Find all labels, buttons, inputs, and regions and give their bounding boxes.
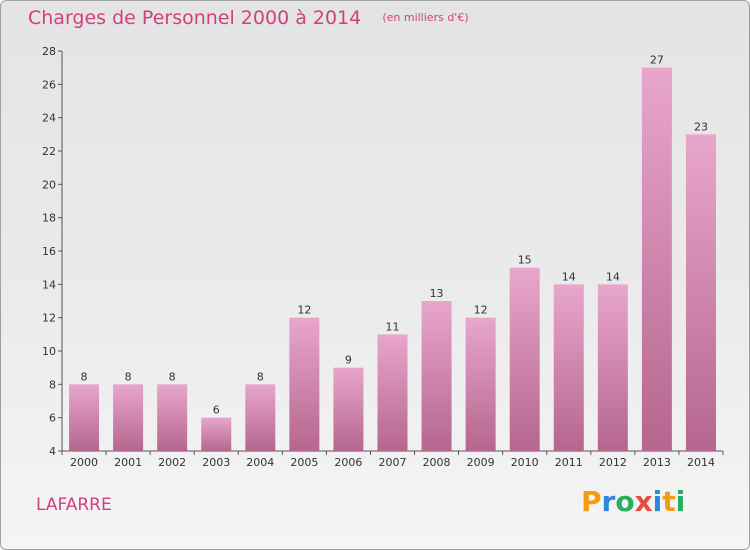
data-label: 8 xyxy=(125,370,132,383)
proxiti-logo[interactable]: Proxiti xyxy=(581,485,685,518)
data-label: 9 xyxy=(345,354,352,367)
x-tick-label: 2004 xyxy=(246,456,274,469)
y-tick-label: 6 xyxy=(49,412,56,425)
bar xyxy=(465,317,496,451)
bars xyxy=(69,67,716,452)
bar xyxy=(289,317,320,451)
data-label: 11 xyxy=(386,320,400,333)
data-labels: 8 8 8 6 8 12 9 11 13 12 15 14 14 27 23 xyxy=(81,54,708,417)
bar xyxy=(597,284,628,451)
logo-letter: o xyxy=(615,485,635,518)
y-tick-label: 8 xyxy=(49,378,56,391)
logo-letter: P xyxy=(581,485,602,518)
y-tick-label: 24 xyxy=(42,112,56,125)
data-label: 12 xyxy=(474,304,488,317)
title-row: Charges de Personnel 2000 à 2014 (en mil… xyxy=(28,7,469,29)
y-axis: 4 6 8 10 12 14 16 18 20 22 24 26 28 xyxy=(42,45,63,458)
data-label: 8 xyxy=(81,370,88,383)
logo-letter: x xyxy=(634,485,653,518)
bar xyxy=(69,384,100,451)
x-tick-label: 2001 xyxy=(114,456,142,469)
data-label: 13 xyxy=(430,287,444,300)
x-tick-label: 2012 xyxy=(599,456,627,469)
x-tick-label: 2013 xyxy=(643,456,671,469)
commune-name: LAFARRE xyxy=(36,495,112,515)
data-label: 8 xyxy=(169,370,176,383)
data-label: 15 xyxy=(518,254,532,267)
y-tick-label: 4 xyxy=(49,445,56,458)
x-tick-label: 2000 xyxy=(70,456,98,469)
data-label: 14 xyxy=(606,270,620,283)
bar xyxy=(509,267,540,451)
x-tick-label: 2011 xyxy=(555,456,583,469)
data-label: 27 xyxy=(650,54,664,67)
bar xyxy=(157,384,188,451)
bar xyxy=(377,334,408,451)
bar xyxy=(333,367,364,451)
logo-letter: i xyxy=(652,485,663,518)
x-tick-label: 2007 xyxy=(379,456,407,469)
bar xyxy=(201,417,232,451)
chart-subtitle: (en milliers d'€) xyxy=(382,11,469,24)
bar xyxy=(553,284,584,451)
y-tick-label: 18 xyxy=(42,212,56,225)
chart-title: Charges de Personnel 2000 à 2014 xyxy=(28,7,362,29)
bar xyxy=(113,384,144,451)
x-tick-label: 2008 xyxy=(423,456,451,469)
bar xyxy=(641,67,672,452)
y-tick-label: 12 xyxy=(42,312,56,325)
y-tick-label: 22 xyxy=(42,145,56,158)
data-label: 6 xyxy=(213,404,220,417)
data-label: 12 xyxy=(297,304,311,317)
y-tick-label: 26 xyxy=(42,78,56,91)
y-tick-label: 28 xyxy=(42,45,56,58)
y-tick-label: 10 xyxy=(42,345,56,358)
x-tick-label: 2006 xyxy=(334,456,362,469)
x-tick-label: 2014 xyxy=(687,456,715,469)
y-tick-label: 20 xyxy=(42,178,56,191)
logo-letter: i xyxy=(675,485,686,518)
x-tick-label: 2010 xyxy=(511,456,539,469)
y-tick-label: 14 xyxy=(42,278,56,291)
x-axis: 2000 2001 2002 2003 2004 2005 2006 2007 2008 2009… xyxy=(61,450,724,469)
x-tick-label: 2002 xyxy=(158,456,186,469)
bar xyxy=(685,134,716,452)
data-label: 8 xyxy=(257,370,264,383)
data-label: 23 xyxy=(694,120,708,133)
x-tick-label: 2003 xyxy=(202,456,230,469)
logo-letter: r xyxy=(601,485,616,518)
logo-letter: t xyxy=(662,485,676,518)
x-tick-label: 2005 xyxy=(290,456,318,469)
data-label: 14 xyxy=(562,270,576,283)
bar xyxy=(421,301,452,451)
x-tick-label: 2009 xyxy=(467,456,495,469)
y-tick-label: 16 xyxy=(42,245,56,258)
bar xyxy=(245,384,276,451)
